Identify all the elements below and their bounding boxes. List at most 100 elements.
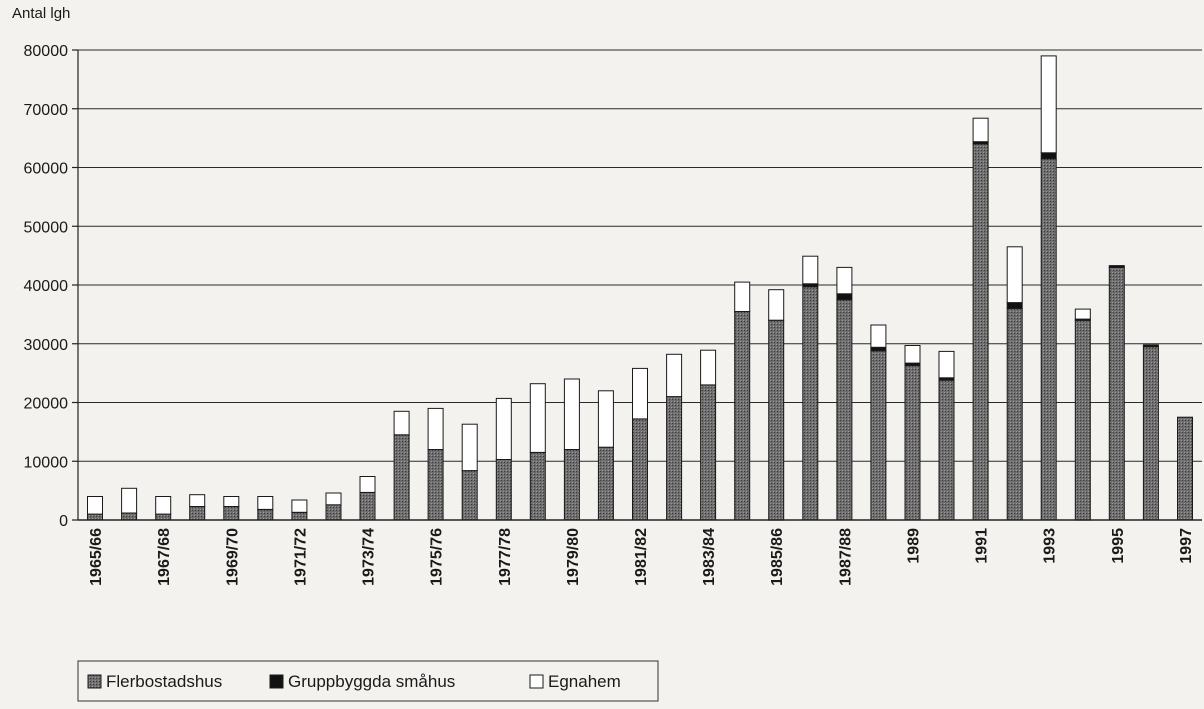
bar-segment	[666, 396, 683, 521]
bar-segment	[1006, 308, 1023, 521]
bar-segment	[529, 383, 546, 453]
bar-segment	[87, 496, 103, 515]
bar-segment	[632, 418, 648, 521]
bar-segment	[972, 143, 989, 521]
bar-segment	[597, 390, 614, 448]
x-tick-label: 1989	[905, 528, 922, 564]
bar-segment	[495, 459, 512, 521]
bar-segment	[666, 353, 683, 398]
bar-segment	[1040, 152, 1057, 160]
bar-segment	[189, 506, 206, 521]
bar-segment	[1040, 158, 1057, 521]
x-tick-label: 1993	[1042, 528, 1059, 564]
y-tick-label: 60000	[24, 161, 69, 178]
bar-segment	[836, 299, 853, 521]
y-tick-label: 0	[59, 513, 68, 530]
legend-label: Flerbostadshus	[106, 672, 222, 691]
bar-segment	[563, 449, 580, 521]
x-tick-label: 1969/70	[224, 528, 241, 586]
bar-segment	[1142, 346, 1159, 521]
x-tick-label: 1981/82	[633, 528, 650, 586]
x-tick-label: 1983/84	[701, 528, 718, 586]
gridlines	[78, 49, 1202, 462]
bar-segment	[325, 492, 342, 506]
legend-label: Gruppbyggda småhus	[288, 672, 455, 691]
x-tick-label: 1991	[974, 528, 991, 564]
bar-segment	[870, 350, 887, 521]
bar-segment	[904, 345, 921, 364]
y-axis-label: Antal lgh	[12, 5, 70, 22]
bar-segment	[734, 310, 751, 521]
bar-segment	[1006, 246, 1023, 304]
bar-segment	[1108, 265, 1125, 268]
bar-segment	[870, 324, 887, 348]
legend-swatch	[269, 674, 284, 689]
bar-segment	[257, 496, 274, 510]
legend-swatch	[529, 674, 544, 689]
x-tick-label: 1979/80	[565, 528, 582, 586]
bar-segment	[1108, 266, 1125, 521]
bar-segment	[359, 491, 376, 521]
bar-segment	[121, 512, 138, 521]
legend-label: Egnahem	[548, 672, 621, 691]
bar-segment	[1177, 416, 1193, 521]
x-tick-label: 1967/68	[156, 528, 173, 586]
bar-segment	[189, 494, 206, 508]
bar-segment	[836, 293, 853, 301]
bar-segment	[223, 506, 240, 521]
y-tick-label: 20000	[24, 396, 69, 413]
bar-segment	[461, 470, 478, 521]
y-tick-labels: 0 10000 20000 30000 40000 50000 60000 70000 8000…	[24, 43, 78, 530]
bar-segment	[700, 349, 717, 386]
bar-segment	[938, 379, 955, 521]
bar-segment	[291, 511, 308, 521]
bar-segment	[155, 513, 172, 521]
bar-segment	[461, 423, 478, 472]
bar-segment	[325, 504, 342, 521]
bars	[87, 55, 1193, 521]
bar-segment	[597, 446, 614, 521]
bar-segment	[155, 496, 172, 515]
bar-segment	[972, 117, 989, 143]
bar-segment	[836, 266, 853, 295]
bar-segment	[768, 319, 785, 521]
y-tick-label: 40000	[24, 278, 69, 295]
bar-segment	[359, 476, 376, 493]
x-tick-label: 1995	[1110, 528, 1127, 564]
bar-segment	[1142, 344, 1159, 348]
bar-segment	[632, 367, 648, 420]
legend-swatch	[87, 674, 102, 689]
y-tick-label: 30000	[24, 337, 69, 354]
bar-segment	[393, 410, 410, 436]
x-tick-label: 1977/78	[497, 528, 514, 586]
bar-segment	[495, 397, 512, 460]
x-tick-label: 1985/86	[769, 528, 786, 586]
bar-segment	[291, 499, 308, 513]
bar-segment	[870, 346, 887, 352]
bar-segment	[427, 407, 444, 450]
x-tick-label: 1975/76	[429, 528, 446, 586]
bar-segment	[1074, 319, 1091, 521]
y-tick-label: 80000	[24, 43, 69, 60]
bar-segment	[87, 513, 103, 521]
bar-segment	[427, 449, 444, 521]
bar-segment	[802, 286, 819, 521]
x-tick-label: 1965/66	[88, 528, 105, 586]
bar-segment	[734, 281, 751, 313]
y-tick-label: 10000	[24, 454, 69, 471]
bar-segment	[1074, 308, 1091, 320]
bar-segment	[700, 384, 717, 521]
y-tick-label: 70000	[24, 102, 69, 119]
bar-segment	[529, 451, 546, 521]
bar-segment	[938, 350, 955, 379]
x-tick-label: 1997	[1178, 528, 1195, 564]
bar-segment	[563, 378, 580, 450]
bar-segment	[904, 365, 921, 521]
x-tick-label: 1973/74	[361, 528, 378, 586]
bar-segment	[1006, 302, 1023, 310]
bar-segment	[223, 496, 240, 507]
legend: Flerbostadshus Gruppbyggda småhus Egnahem	[77, 660, 659, 702]
legend-box	[77, 660, 659, 702]
bar-segment	[768, 289, 785, 321]
